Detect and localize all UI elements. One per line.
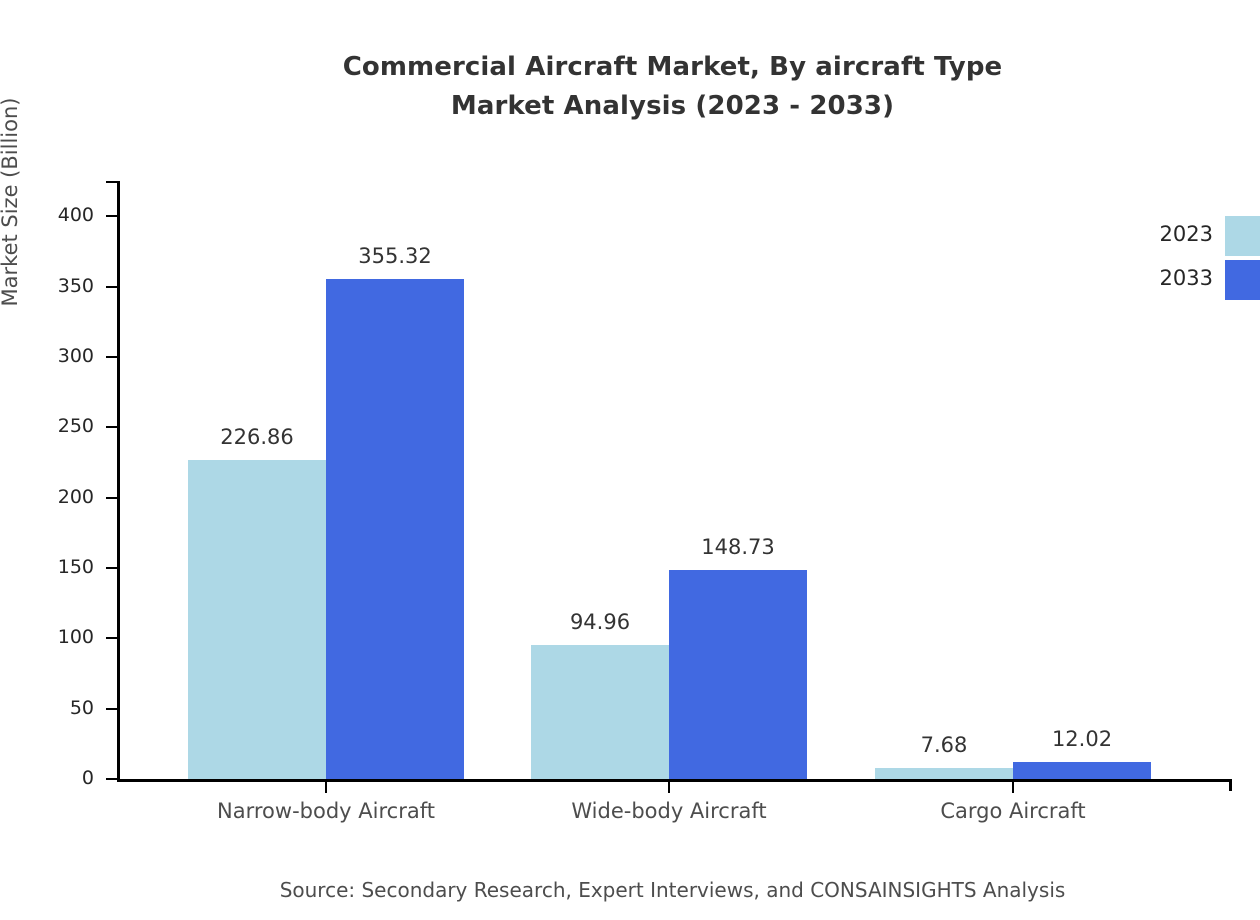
x-axis-category-label: Cargo Aircraft <box>940 799 1086 823</box>
bar-2033-wide-body-aircraft[interactable] <box>669 569 807 779</box>
bar-2023-cargo-aircraft[interactable] <box>875 768 1013 779</box>
y-axis-tick-label: 300 <box>57 344 94 367</box>
bar-2023-wide-body-aircraft[interactable] <box>531 645 669 779</box>
y-axis-tick <box>106 496 117 499</box>
y-axis-tick-label: 100 <box>57 626 94 649</box>
y-axis-tick-label: 200 <box>57 485 94 508</box>
x-axis-end-cap <box>1229 779 1232 791</box>
chart-title-line-2: Market Analysis (2023 - 2033) <box>450 91 895 121</box>
y-axis-tick <box>106 215 117 218</box>
x-axis-category-label: Narrow-body Aircraft <box>217 799 435 823</box>
chart-title: Commercial Aircraft Market, By aircraft … <box>0 48 1260 126</box>
y-axis-tick <box>106 285 117 288</box>
legend-swatch-2023 <box>1225 216 1260 256</box>
bar-2023-narrow-body-aircraft[interactable] <box>188 459 326 779</box>
y-axis-tick <box>106 355 117 358</box>
y-axis-tick <box>106 426 117 429</box>
y-axis-tick <box>106 637 117 640</box>
y-axis-title: Market Size (Billion) <box>0 97 22 307</box>
x-axis-tick <box>325 782 327 793</box>
bar-2033-cargo-aircraft[interactable] <box>1013 762 1151 779</box>
y-axis-tick-label: 350 <box>57 274 94 297</box>
y-axis-tick <box>106 707 117 710</box>
y-axis-tick-label: 400 <box>57 204 94 227</box>
y-axis-tick-label: 250 <box>57 415 94 438</box>
x-axis-tick <box>668 782 670 793</box>
chart-title-line-1: Commercial Aircraft Market, By aircraft … <box>342 52 1003 82</box>
bar-2033-narrow-body-aircraft[interactable] <box>326 279 464 779</box>
plot-area: 0 50 100 150 200 250 300 350 400 Narrow-body Air… <box>58 181 1232 823</box>
legend-label-2023: 2023 <box>1159 222 1213 246</box>
legend-label-2033: 2033 <box>1159 266 1213 290</box>
x-axis-tick <box>1012 782 1014 793</box>
bar-value-label: 148.73 <box>701 534 775 559</box>
y-axis-tick-label: 0 <box>81 767 94 789</box>
y-axis-spine <box>117 181 120 782</box>
bar-value-label: 94.96 <box>569 610 631 635</box>
x-axis-category-label: Wide-body Aircraft <box>571 799 767 823</box>
bar-value-label: 12.02 <box>1051 727 1113 752</box>
legend: 2023 2033 <box>1133 216 1260 306</box>
bar-value-label: 7.68 <box>920 733 968 758</box>
y-axis-tick-label: 50 <box>69 696 94 719</box>
legend-item-2033[interactable]: 2033 <box>1133 260 1260 300</box>
bar-value-label: 226.86 <box>220 424 294 449</box>
legend-swatch-2033 <box>1225 260 1260 300</box>
y-axis-tick <box>106 566 117 569</box>
y-axis-tick <box>106 778 117 780</box>
y-axis-tick-label: 150 <box>57 555 94 578</box>
bar-value-label: 355.32 <box>358 244 432 269</box>
legend-item-2023[interactable]: 2023 <box>1133 216 1260 256</box>
x-axis-spine <box>117 779 1232 782</box>
y-axis-tick-top <box>106 181 117 183</box>
source-note: Source: Secondary Research, Expert Inter… <box>279 878 1066 902</box>
